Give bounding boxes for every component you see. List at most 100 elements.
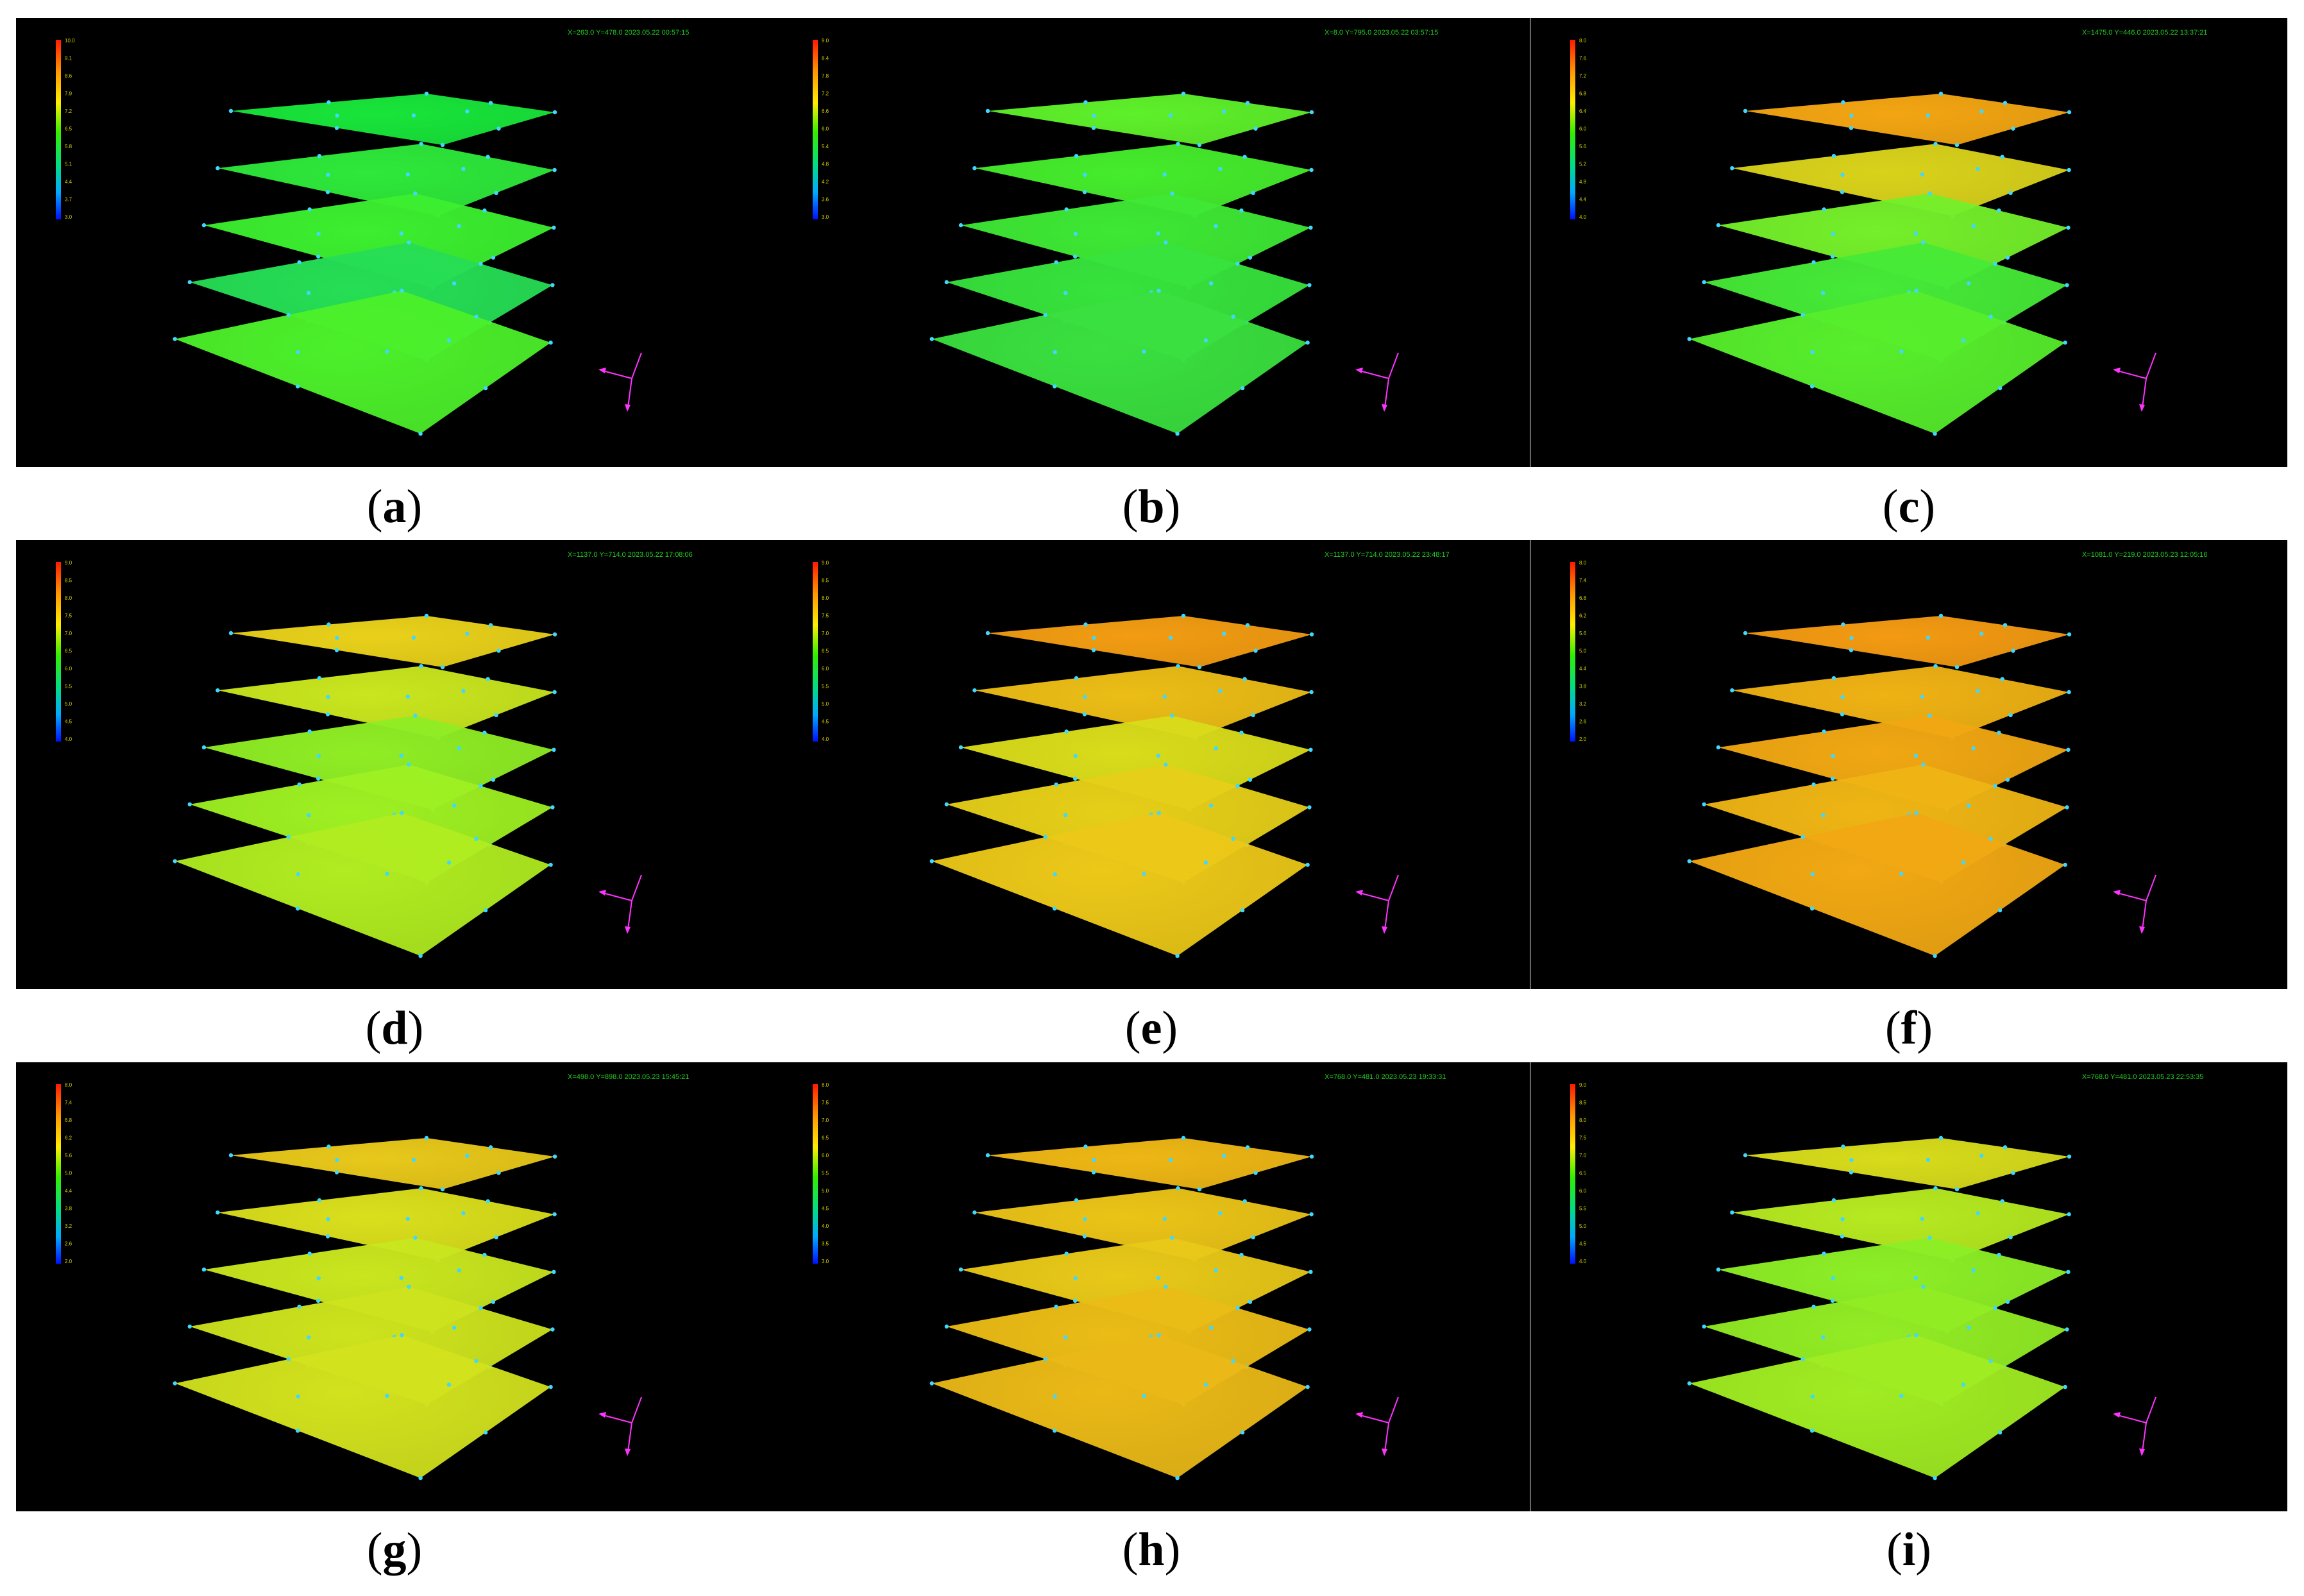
color-scale-tick: 8.5 (1579, 1100, 1587, 1106)
sensor-point (552, 167, 557, 173)
color-scale-tick: 7.5 (1579, 1135, 1587, 1141)
sensor-point (1933, 664, 1938, 668)
sensor-point (317, 154, 322, 158)
color-scale-tick: 7.0 (822, 1117, 829, 1123)
sensor-layer-plane (231, 94, 555, 145)
sensor-point (552, 225, 556, 230)
sensor-point (216, 1210, 220, 1215)
sensor-point (399, 231, 403, 236)
color-scale-bar (1570, 562, 1575, 742)
sensor-point (1307, 1327, 1312, 1332)
color-scale-tick: 5.5 (1579, 1206, 1587, 1212)
sensor-point (486, 155, 490, 159)
stacked-layers-plot: X=768.0 Y=481.0 2023.05.23 19:33:31 8.0 7.… (813, 1073, 1446, 1481)
sensor-point (1162, 694, 1167, 699)
axis-triad-icon (1355, 1396, 1399, 1456)
sensor-point (457, 224, 461, 228)
color-scale-tick: 3.0 (822, 1259, 829, 1264)
caption-letter: c (1898, 480, 1920, 533)
sensor-point (2065, 805, 2069, 810)
sensor-point (1162, 172, 1167, 177)
color-scale-bar (56, 40, 61, 219)
color-scale-tick: 4.0 (822, 1223, 829, 1229)
sensor-point (297, 260, 301, 265)
sensor-point (1083, 695, 1087, 699)
color-scale-tick: 7.5 (822, 613, 829, 619)
sensor-point (424, 91, 429, 96)
sensor-point (187, 280, 192, 285)
sensor-point (1831, 1198, 1836, 1203)
sensor-point (1309, 632, 1314, 637)
sensor-point (1810, 384, 1815, 389)
color-scale-tick: 3.0 (822, 214, 829, 220)
sensor-point (2008, 713, 2013, 717)
panel-caption: (c) (1882, 480, 1936, 533)
caption-letter: h (1138, 1524, 1165, 1576)
sensor-point (1092, 114, 1096, 118)
sensor-point (1933, 1186, 1938, 1191)
sensor-point (1821, 813, 1825, 817)
sensor-point (1181, 613, 1186, 618)
sensor-point (1920, 1216, 1924, 1221)
sensor-point (2000, 677, 2004, 681)
panel-caption: (g) (366, 1524, 423, 1576)
coordinate-readout: X=263.0 Y=478.0 2023.05.22 00:57:15 (568, 29, 689, 37)
axis-triad-icon (598, 352, 642, 412)
color-scale-tick: 7.8 (822, 73, 829, 79)
sensor-point (1997, 1430, 2003, 1435)
sensor-point (2063, 340, 2067, 345)
sensor-point (446, 338, 452, 343)
sensor-layer-plane (217, 1188, 555, 1261)
panel-caption: (d) (365, 1002, 424, 1055)
sensor-point (2011, 649, 2015, 653)
sensor-point (2066, 747, 2071, 752)
sensor-point (486, 1199, 490, 1203)
sensor-point (326, 622, 331, 627)
sensor-point (1073, 1298, 1078, 1303)
panel-f: X=1081.0 Y=219.0 2023.05.23 12:05:16 8.0 7… (1530, 540, 2287, 989)
sensor-point (1092, 636, 1096, 640)
color-scale-tick: 8.0 (822, 595, 829, 601)
sensor-point (325, 712, 330, 717)
sensor-point (1309, 110, 1314, 115)
sensor-point (187, 802, 192, 807)
sensor-point (1961, 338, 1966, 343)
sensor-point (1053, 906, 1057, 911)
sensor-point (958, 223, 963, 228)
sensor-point (1926, 635, 1931, 640)
color-scale-tick: 10.0 (65, 38, 75, 44)
sensor-point (1831, 1298, 1835, 1303)
color-scale-tick: 8.6 (65, 73, 72, 79)
sensor-point (1156, 1275, 1160, 1280)
color-scale-tick: 5.8 (65, 144, 72, 149)
color-scale-tick: 4.8 (822, 162, 829, 167)
sensor-point (488, 1145, 493, 1150)
sensor-point (488, 101, 493, 105)
sensor-point (334, 1170, 339, 1175)
sensor-point (334, 126, 339, 130)
sensor-point (413, 191, 418, 196)
sensor-point (972, 688, 977, 693)
sensor-point (1164, 240, 1168, 245)
sensor-point (1997, 386, 2003, 391)
sensor-point (1921, 1284, 1926, 1289)
sensor-point (1240, 1430, 1245, 1435)
color-scale-tick: 8.0 (1579, 1117, 1587, 1123)
sensor-point (418, 1475, 423, 1481)
sensor-point (479, 1306, 483, 1311)
color-scale-bar (56, 1084, 61, 1264)
panel-caption: (b) (1122, 480, 1181, 533)
sensor-point (1841, 1144, 1845, 1149)
panel-g: X=498.0 Y=898.0 2023.05.23 15:45:21 8.0 7.… (16, 1062, 773, 1511)
color-scale-tick: 5.5 (822, 684, 829, 690)
sensor-point (552, 1212, 557, 1217)
sensor-point (1993, 784, 1997, 788)
sensor-point (1245, 623, 1250, 627)
sensor-point (1988, 1359, 1993, 1363)
sensor-point (418, 431, 423, 436)
sensor-point (1831, 154, 1836, 158)
sensor-point (491, 255, 496, 260)
sensor-point (1142, 871, 1146, 876)
sensor-point (1239, 208, 1244, 213)
sensor-point (452, 803, 457, 808)
